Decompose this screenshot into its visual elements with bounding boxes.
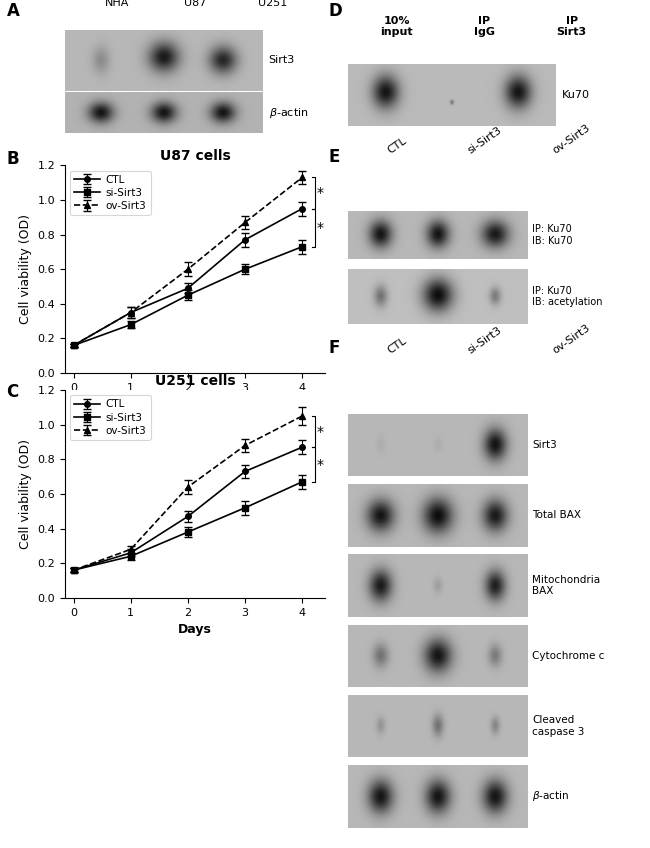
Text: *: * [317,458,324,471]
Text: Total BAX: Total BAX [532,510,582,521]
Text: Ku70: Ku70 [562,90,590,100]
Text: D: D [328,2,342,20]
Text: Sirt3: Sirt3 [532,440,557,450]
Text: $\beta$-actin: $\beta$-actin [268,106,308,120]
Text: IP
IgG: IP IgG [474,16,495,37]
Text: *: * [317,186,324,200]
Text: si-Sirt3: si-Sirt3 [465,125,503,156]
Text: Cytochrome c: Cytochrome c [532,651,605,661]
Text: $\beta$-actin: $\beta$-actin [532,789,569,803]
Text: U87: U87 [184,0,206,8]
Y-axis label: Cell viability (OD): Cell viability (OD) [19,215,32,324]
Text: ov-Sirt3: ov-Sirt3 [551,322,592,355]
Text: Cleaved
caspase 3: Cleaved caspase 3 [532,716,585,737]
Y-axis label: Cell viability (OD): Cell viability (OD) [19,439,32,549]
Text: E: E [328,148,339,166]
Text: NHA: NHA [105,0,129,8]
Text: 10%
input: 10% input [381,16,413,37]
Text: Sirt3: Sirt3 [268,55,295,65]
Text: U251: U251 [259,0,287,8]
Text: IP
Sirt3: IP Sirt3 [556,16,587,37]
Text: CTL: CTL [385,335,408,355]
Text: A: A [6,2,20,20]
Text: ov-Sirt3: ov-Sirt3 [551,123,592,156]
Text: C: C [6,383,19,401]
Title: U87 cells: U87 cells [160,148,230,163]
Text: *: * [317,425,324,438]
Text: B: B [6,150,19,168]
Text: *: * [317,220,324,235]
Text: si-Sirt3: si-Sirt3 [465,325,503,355]
Text: F: F [328,339,339,357]
Legend: CTL, si-Sirt3, ov-Sirt3: CTL, si-Sirt3, ov-Sirt3 [70,395,151,440]
X-axis label: Days: Days [178,399,212,411]
Legend: CTL, si-Sirt3, ov-Sirt3: CTL, si-Sirt3, ov-Sirt3 [70,170,151,215]
Text: Mitochondria
BAX: Mitochondria BAX [532,575,601,596]
Text: IP: Ku70
IB: acetylation: IP: Ku70 IB: acetylation [532,286,603,307]
Text: IP: Ku70
IB: Ku70: IP: Ku70 IB: Ku70 [532,224,573,246]
X-axis label: Days: Days [178,623,212,636]
Title: U251 cells: U251 cells [155,373,235,388]
Text: CTL: CTL [385,136,408,156]
